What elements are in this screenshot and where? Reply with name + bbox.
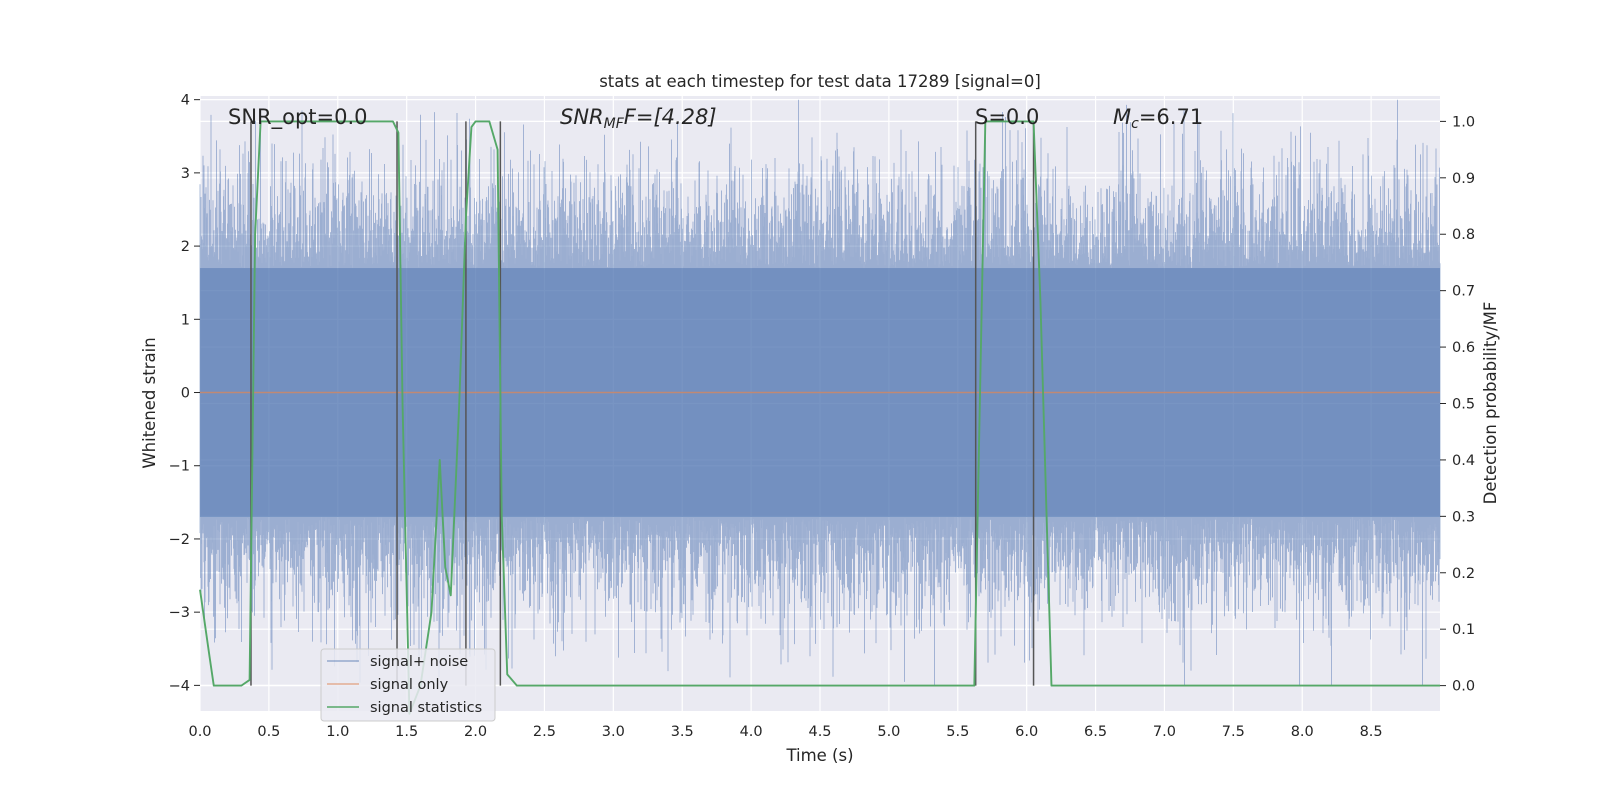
legend-box <box>320 648 496 722</box>
x-tick-label: 1.0 <box>326 724 349 740</box>
y-left-tick-label: 4 <box>181 93 190 109</box>
y-right-tick-label: 1.0 <box>1452 114 1475 130</box>
tick-labels: 0.0 0.5 1.0 1.5 2.0 2.5 3.0 3.5 4.0 4.5 5.0 5.5 6.0 6… <box>169 93 1475 740</box>
x-tick-label: 4.0 <box>740 724 763 740</box>
annotation-s: S=0.0 <box>975 105 1039 129</box>
y-left-tick-label: 0 <box>181 386 190 402</box>
y-right-tick-label: 0.5 <box>1452 397 1475 413</box>
y-left-tick-label: −4 <box>169 678 190 694</box>
y-axis-left-label: Whitened strain <box>140 337 159 468</box>
legend-label-signal-only: signal only <box>370 677 449 693</box>
y-right-tick-label: 0.8 <box>1452 227 1475 243</box>
x-tick-label: 6.5 <box>1084 724 1107 740</box>
x-tick-label: 0.0 <box>188 724 211 740</box>
y-left-tick-label: −3 <box>169 605 190 621</box>
y-right-tick-label: 0.1 <box>1452 622 1475 638</box>
x-tick-label: 5.0 <box>877 724 900 740</box>
x-tick-label: 7.0 <box>1153 724 1176 740</box>
y-right-tick-label: 0.6 <box>1452 340 1475 356</box>
x-tick-label: 1.5 <box>395 724 418 740</box>
legend-label-signal-statistics: signal statistics <box>370 700 482 716</box>
x-tick-label: 0.5 <box>257 724 280 740</box>
annotation-snr-opt: SNR_opt=0.0 <box>228 105 368 130</box>
x-tick-label: 6.0 <box>1015 724 1038 740</box>
y-left-tick-label: 3 <box>181 166 190 182</box>
signal-statistics-line <box>199 120 1440 715</box>
legend: signal+ noise signal only signal statist… <box>320 648 496 722</box>
x-tick-label: 8.5 <box>1360 724 1383 740</box>
noise-spikes <box>199 99 1441 686</box>
chart-title: stats at each timestep for test data 172… <box>599 72 1041 91</box>
annotation-mc: Mc=6.71 <box>1113 105 1203 132</box>
x-tick-label: 5.5 <box>946 724 969 740</box>
y-left-tick-label: 2 <box>181 239 190 255</box>
y-left-tick-label: −1 <box>169 459 190 475</box>
y-right-tick-label: 0.3 <box>1452 509 1475 525</box>
vertical-markers <box>199 120 1440 715</box>
y-left-tick-label: −2 <box>169 532 190 548</box>
legend-label-signal-noise: signal+ noise <box>370 654 468 670</box>
x-tick-label: 2.5 <box>533 724 556 740</box>
x-tick-label: 7.5 <box>1222 724 1245 740</box>
x-tick-label: 3.5 <box>671 724 694 740</box>
x-tick-label: 4.5 <box>808 724 831 740</box>
annotation-snr-mf: SNRMFF=[4.28] <box>560 105 717 132</box>
x-tick-label: 3.0 <box>602 724 625 740</box>
y-right-tick-label: 0.4 <box>1452 453 1475 469</box>
y-right-tick-label: 0.9 <box>1452 171 1475 187</box>
y-right-tick-label: 0.7 <box>1452 284 1475 300</box>
x-tick-label: 8.0 <box>1291 724 1314 740</box>
y-right-tick-label: 0.0 <box>1452 679 1475 695</box>
x-axis-label: Time (s) <box>785 746 853 765</box>
x-tick-label: 2.0 <box>464 724 487 740</box>
y-right-tick-label: 0.2 <box>1452 566 1475 582</box>
y-axis-right-label: Detection probability/MF <box>1481 302 1500 505</box>
y-left-tick-label: 1 <box>181 312 190 328</box>
